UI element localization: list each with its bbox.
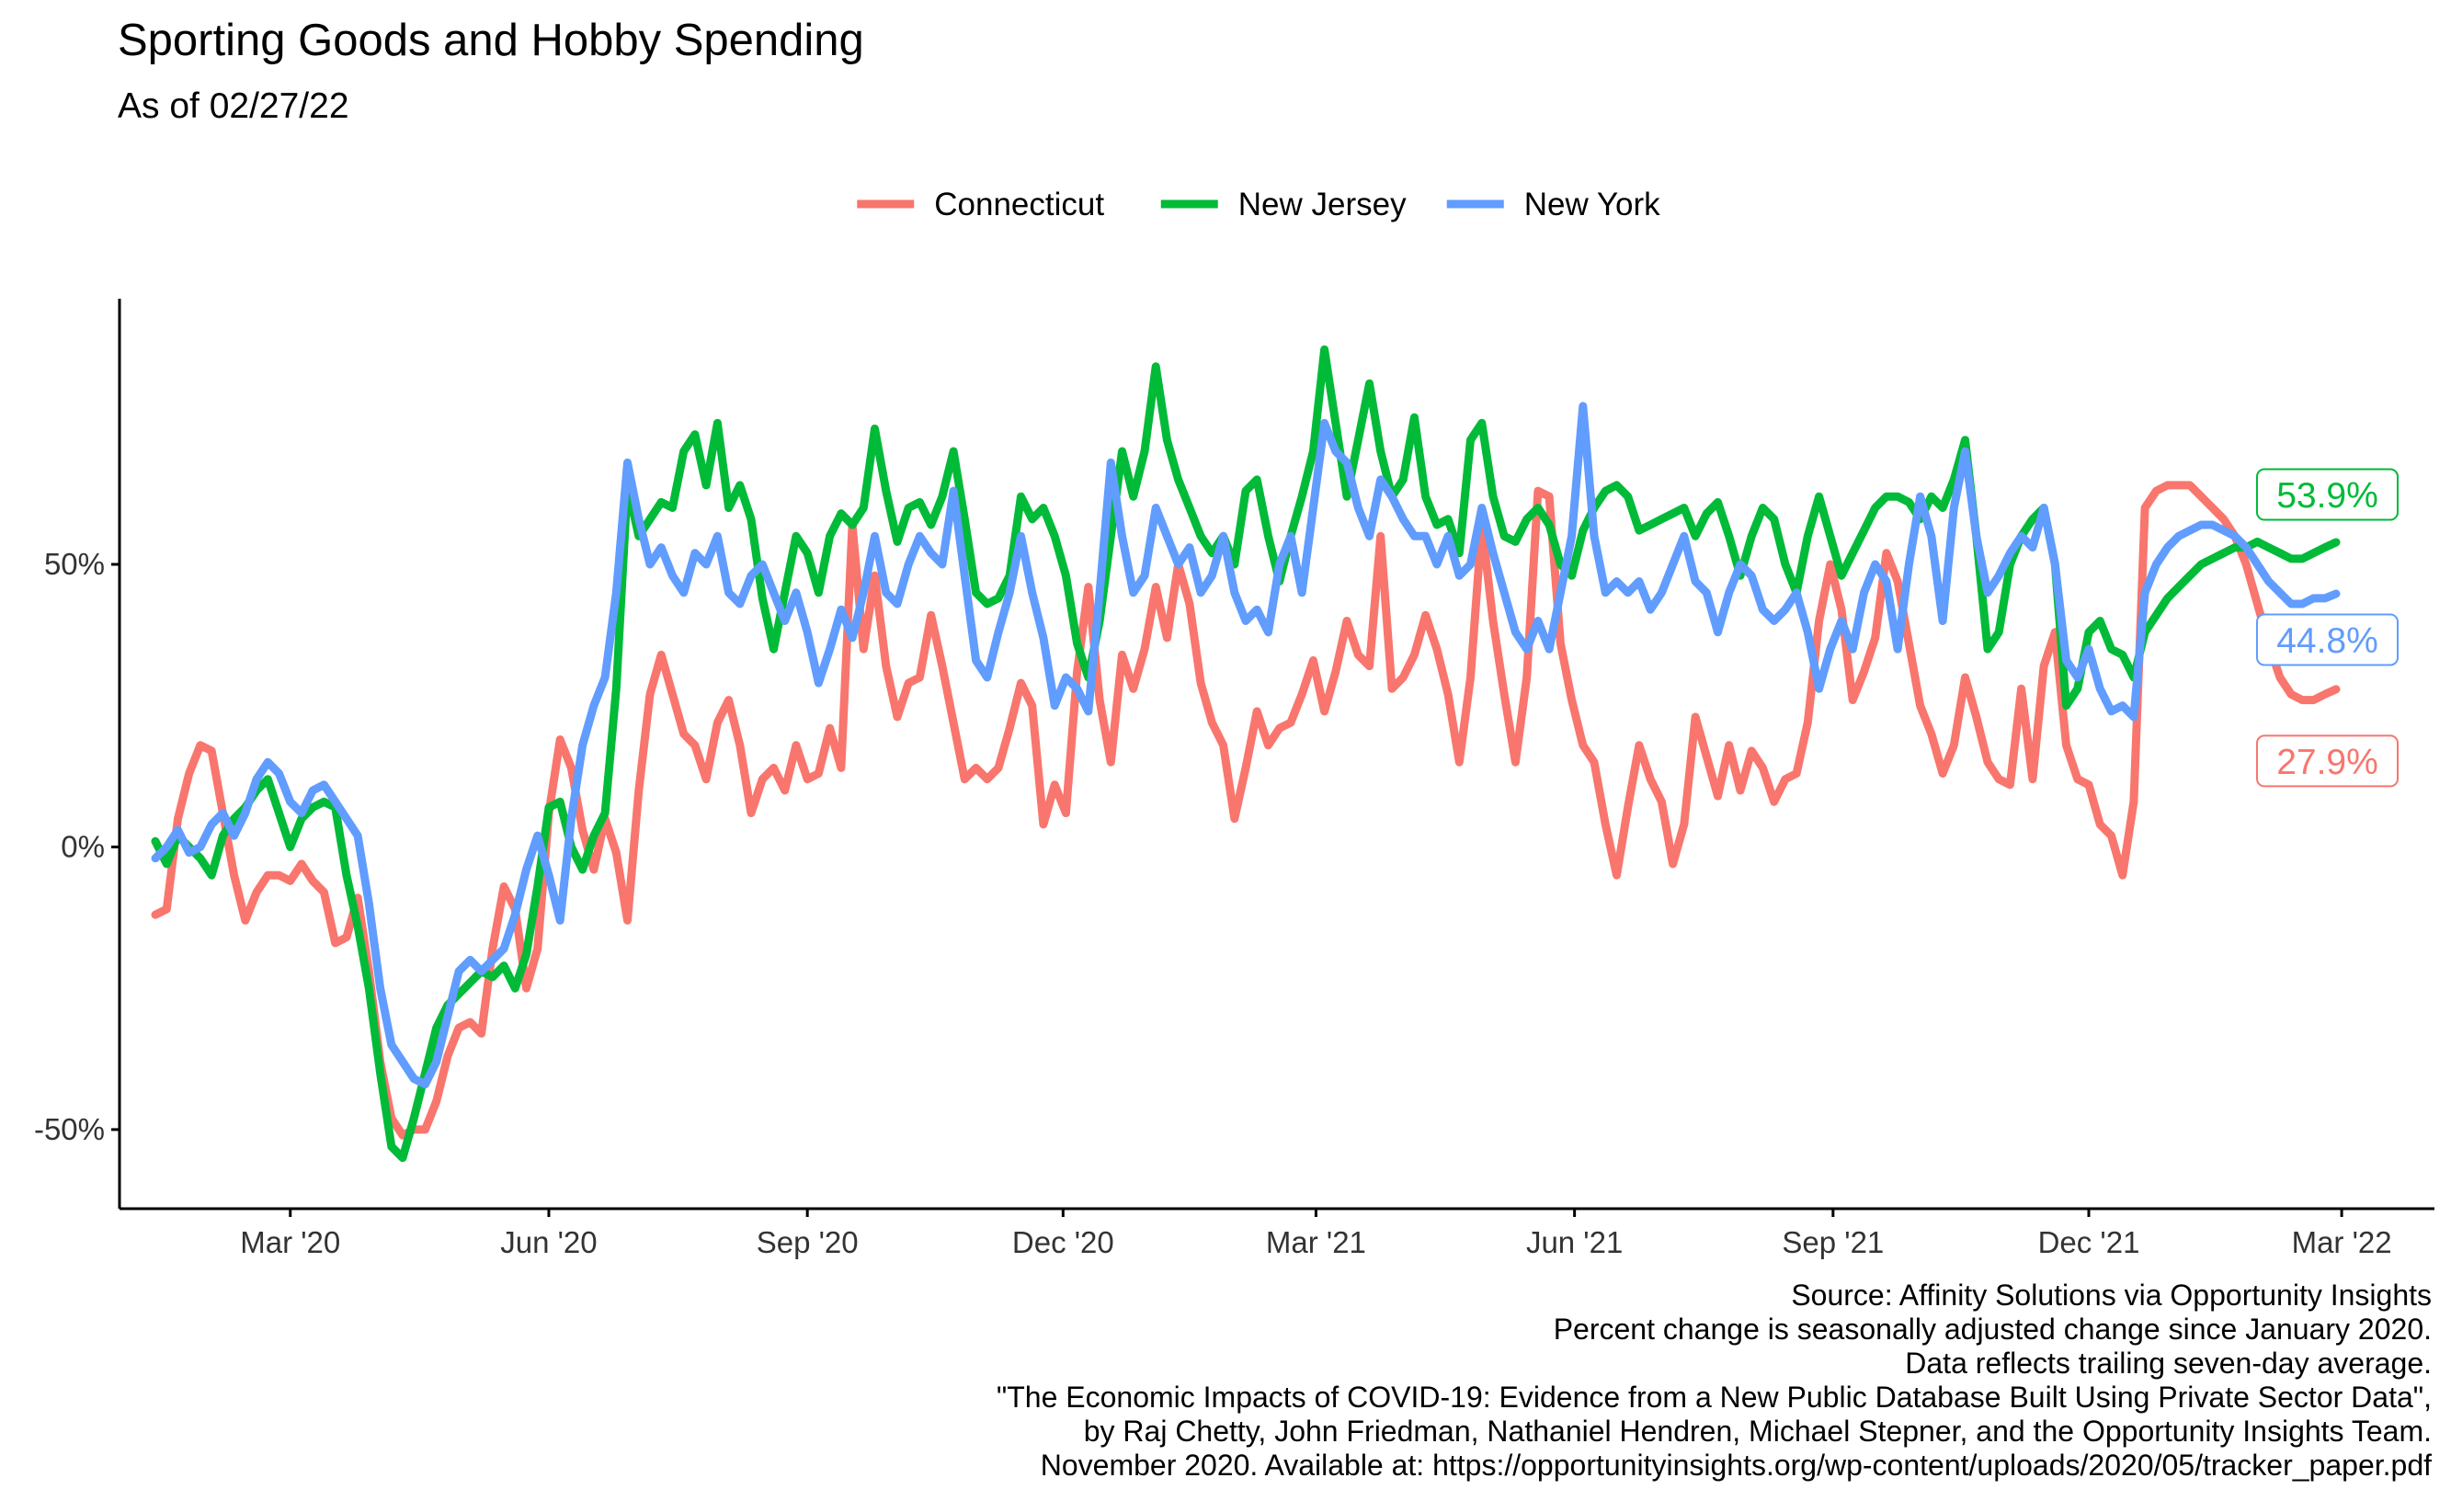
- y-tick-label: 0%: [61, 829, 105, 863]
- x-tick-label: Mar '22: [2292, 1225, 2392, 1259]
- end-label-new-york: 44.8%: [2276, 621, 2378, 661]
- series-layer: [151, 345, 2341, 1163]
- caption: Source: Affinity Solutions via Opportuni…: [997, 1279, 2432, 1482]
- caption-line: Source: Affinity Solutions via Opportuni…: [1791, 1279, 2432, 1312]
- x-tick-label: Mar '20: [240, 1225, 340, 1259]
- series-line-new-york: [151, 402, 2341, 1089]
- caption-line: Percent change is seasonally adjusted ch…: [1554, 1313, 2432, 1346]
- x-tick-label: Jun '21: [1526, 1225, 1623, 1259]
- caption-line: by Raj Chetty, John Friedman, Nathaniel …: [1084, 1415, 2432, 1448]
- end-label-box-new-york: [2256, 613, 2399, 666]
- end-labels: 27.9% 53.9% 44.8%: [2256, 468, 2399, 788]
- legend-label-connecticut: Connecticut: [934, 187, 1104, 222]
- end-label-box-connecticut: [2256, 734, 2399, 788]
- y-tick-label: -50%: [34, 1112, 105, 1146]
- legend: Connecticut New Jersey New York: [857, 187, 1660, 222]
- end-label-box-new-jersey: [2256, 468, 2399, 521]
- caption-line: Data reflects trailing seven-day average…: [1905, 1347, 2432, 1380]
- x-tick-label: Dec '20: [1012, 1225, 1114, 1259]
- legend-label-new-york: New York: [1524, 187, 1660, 222]
- x-tick-label: Jun '20: [500, 1225, 597, 1259]
- end-label-new-jersey: 53.9%: [2276, 476, 2378, 516]
- chart-title: Sporting Goods and Hobby Spending: [118, 16, 864, 65]
- y-tick-label: 50%: [44, 547, 105, 581]
- x-tick-label: Sep '21: [1782, 1225, 1884, 1259]
- end-label-connecticut: 27.9%: [2276, 743, 2378, 782]
- caption-line: November 2020. Available at: https://opp…: [1041, 1449, 2432, 1482]
- chart-subtitle: As of 02/27/22: [118, 86, 349, 126]
- caption-line: "The Economic Impacts of COVID-19: Evide…: [997, 1381, 2432, 1414]
- legend-label-new-jersey: New Jersey: [1238, 187, 1407, 222]
- x-tick-label: Dec '21: [2038, 1225, 2140, 1259]
- axes: -50% 0% 50% Mar '20 Jun '20 Sep '20 Dec '20 Mar…: [34, 299, 2434, 1259]
- series-line-connecticut: [151, 481, 2341, 1140]
- x-tick-label: Sep '20: [757, 1225, 859, 1259]
- x-tick-label: Mar '21: [1266, 1225, 1366, 1259]
